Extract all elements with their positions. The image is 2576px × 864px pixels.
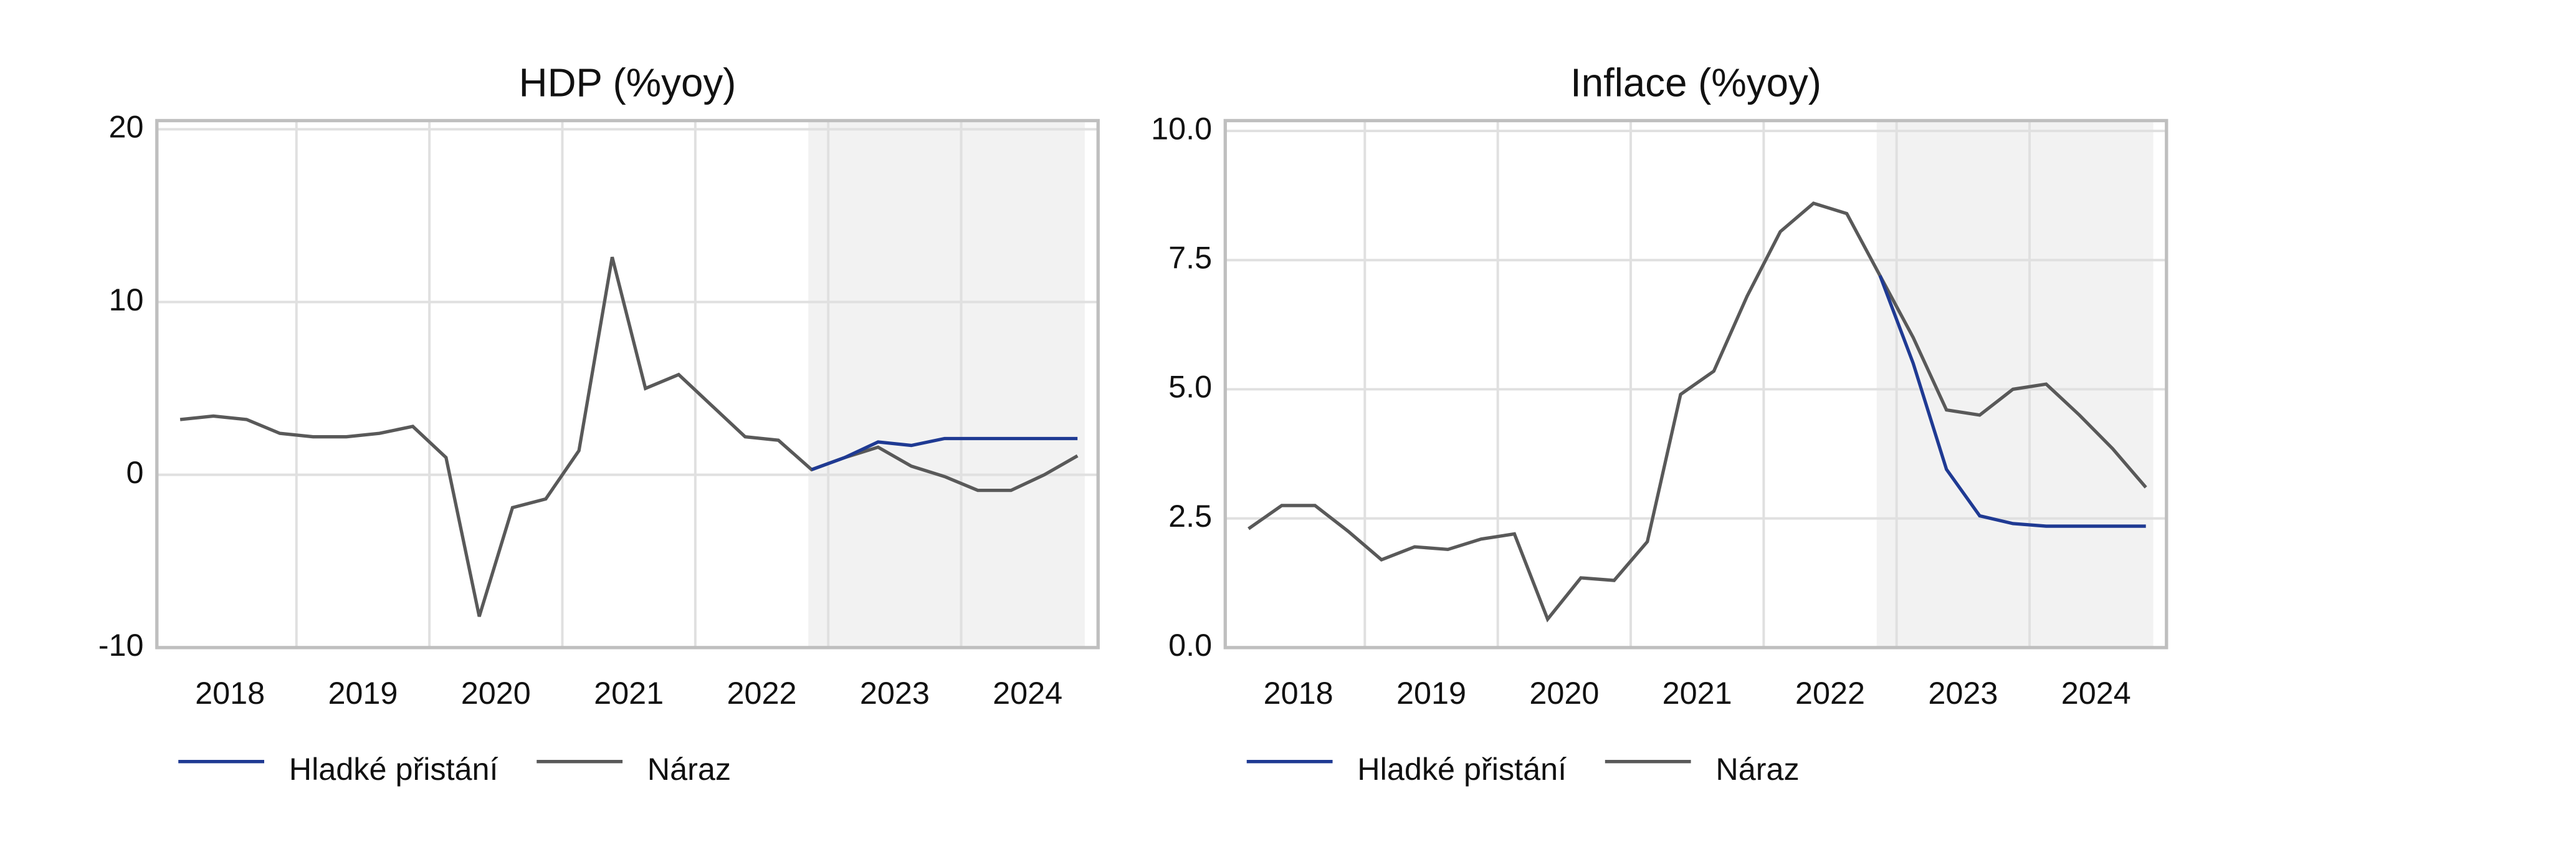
x-tick-label: 2018 <box>1264 675 1333 711</box>
chart-title: HDP (%yoy) <box>519 61 737 105</box>
x-tick-label: 2021 <box>594 675 664 711</box>
plot-frame <box>1223 118 2168 650</box>
y-tick-label: 2.5 <box>1168 498 1212 534</box>
x-tick-label: 2019 <box>328 675 398 711</box>
x-tick-label: 2022 <box>1795 675 1865 711</box>
y-tick-label: 20 <box>109 109 144 145</box>
y-tick-label: 10 <box>109 282 144 317</box>
forecast-shade <box>1876 120 2154 648</box>
y-tick-label: 5.0 <box>1168 369 1212 405</box>
x-tick-label: 2018 <box>195 675 265 711</box>
x-tick-label: 2024 <box>2061 675 2131 711</box>
x-tick-label: 2021 <box>1662 675 1732 711</box>
y-tick-label: -10 <box>98 627 144 663</box>
y-tick-label: 10.0 <box>1151 110 1212 146</box>
series-line <box>179 256 1079 617</box>
chart-title: Inflace (%yoy) <box>1570 61 1821 105</box>
series-line <box>811 436 1078 471</box>
legend-label: Hladké přistání <box>289 751 499 787</box>
series-line <box>1878 275 2146 528</box>
x-tick-label: 2020 <box>1529 675 1599 711</box>
legend-label: Hladké přistání <box>1357 751 1567 787</box>
legend-label: Náraz <box>1715 751 1799 787</box>
forecast-shade <box>808 120 1085 648</box>
y-tick-label: 7.5 <box>1168 240 1212 276</box>
plot-frame <box>155 118 1100 650</box>
x-tick-label: 2024 <box>993 675 1062 711</box>
legend-label: Náraz <box>647 751 731 787</box>
series-line <box>1247 201 2147 623</box>
x-tick-label: 2022 <box>727 675 796 711</box>
x-tick-label: 2023 <box>860 675 930 711</box>
x-tick-label: 2023 <box>1928 675 1998 711</box>
y-tick-label: 0.0 <box>1168 627 1212 663</box>
x-tick-label: 2019 <box>1396 675 1466 711</box>
y-tick-label: 0 <box>126 454 144 490</box>
x-tick-label: 2020 <box>461 675 531 711</box>
